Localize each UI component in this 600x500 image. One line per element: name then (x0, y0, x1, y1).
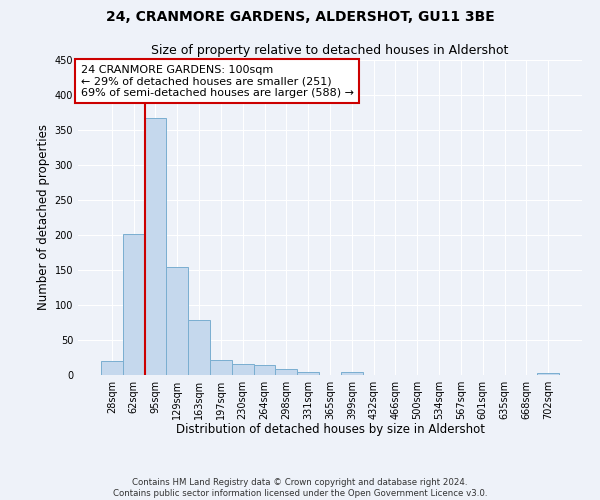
Bar (275, 370, 297, 375)
Bar (537, 373, 559, 375)
Bar (341, 372, 363, 375)
Text: 24 CRANMORE GARDENS: 100sqm
← 29% of detached houses are smaller (251)
69% of se: 24 CRANMORE GARDENS: 100sqm ← 29% of det… (80, 64, 353, 98)
Text: 24, CRANMORE GARDENS, ALDERSHOT, GU11 3BE: 24, CRANMORE GARDENS, ALDERSHOT, GU11 3B… (106, 10, 494, 24)
Bar (188, 320, 210, 375)
Bar (210, 360, 232, 375)
X-axis label: Distribution of detached houses by size in Aldershot: Distribution of detached houses by size … (176, 424, 485, 436)
Title: Size of property relative to detached houses in Aldershot: Size of property relative to detached ho… (151, 44, 509, 58)
Bar (145, 118, 166, 375)
Bar (254, 365, 275, 375)
Y-axis label: Number of detached properties: Number of detached properties (37, 124, 50, 310)
Bar (232, 364, 254, 375)
Bar (297, 372, 319, 375)
Bar (166, 266, 188, 375)
Text: Contains HM Land Registry data © Crown copyright and database right 2024.
Contai: Contains HM Land Registry data © Crown c… (113, 478, 487, 498)
Bar (101, 361, 123, 375)
Bar (123, 234, 145, 375)
